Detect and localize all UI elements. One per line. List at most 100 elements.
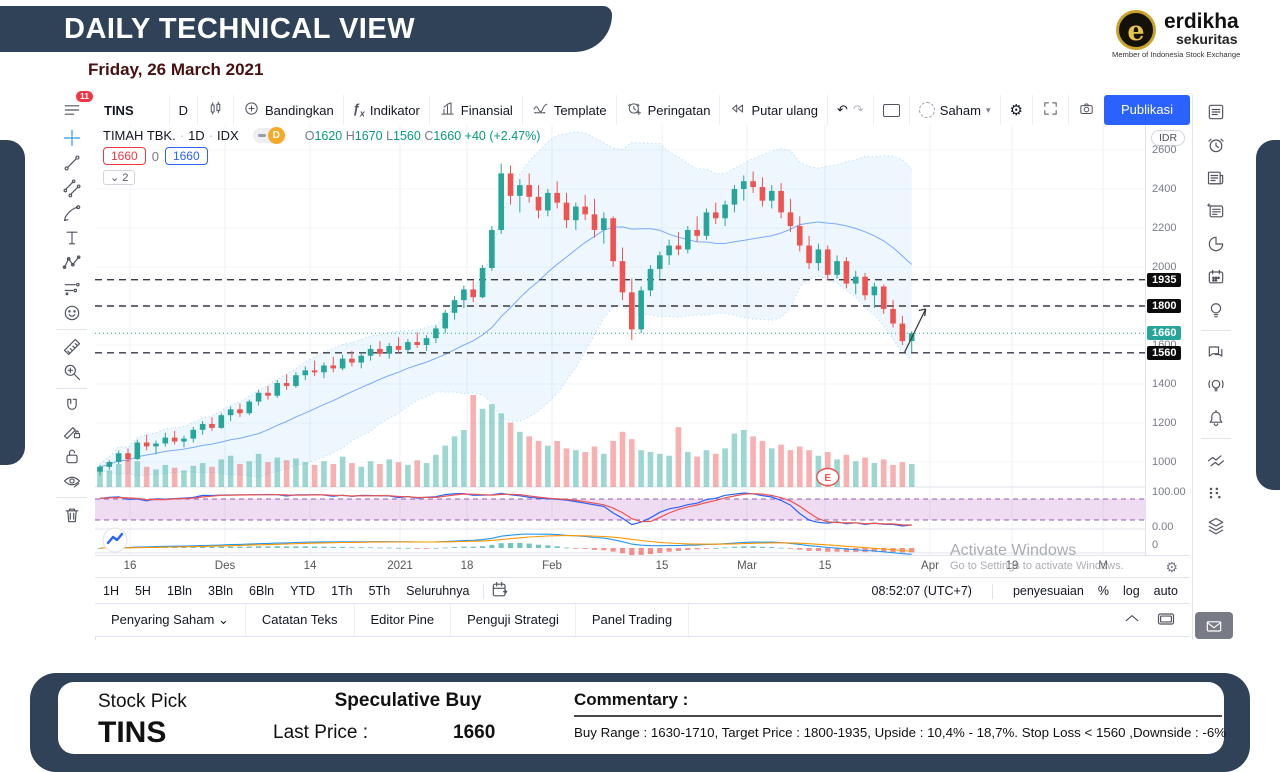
range-seluruhnya[interactable]: Seluruhnya: [406, 584, 470, 598]
donut-icon[interactable]: [1193, 227, 1239, 260]
indicator-button[interactable]: ƒx Indikator: [344, 95, 430, 125]
fullscreen-button[interactable]: [1033, 95, 1069, 125]
redo-icon[interactable]: ↷: [852, 102, 864, 117]
svg-text:E: E: [824, 473, 831, 484]
trash-icon[interactable]: [48, 502, 95, 527]
range-5h[interactable]: 5H: [134, 584, 151, 598]
notes-icon[interactable]: [1193, 194, 1239, 227]
option-log[interactable]: log: [1122, 584, 1140, 598]
clock[interactable]: 08:52:07 (UTC+7): [871, 584, 972, 598]
tab-panel-trading[interactable]: Panel Trading: [576, 604, 690, 636]
dots-icon[interactable]: [1193, 476, 1239, 509]
range-1th[interactable]: 1Th: [331, 584, 353, 598]
publish-button[interactable]: Publikasi: [1103, 95, 1190, 125]
divider: [56, 388, 87, 389]
forecast-icon[interactable]: [48, 275, 95, 300]
price-axis[interactable]: IDR 26002400220020001600140012001000100.…: [1145, 125, 1191, 555]
legend-symbol: TIMAH TBK.: [103, 128, 176, 143]
option-pct[interactable]: %: [1097, 584, 1109, 598]
time-label: Des: [214, 560, 236, 572]
range-1bln[interactable]: 1Bln: [166, 584, 192, 598]
alert-level-blue[interactable]: 1660: [164, 147, 208, 165]
divider: [1201, 438, 1231, 439]
chart-area[interactable]: E TIMAH TBK. · 1D · IDX D O1620 H1670 L1…: [95, 125, 1145, 572]
legend-sep: ·: [179, 128, 185, 143]
last-price-label: Last Price :: [273, 722, 369, 743]
alarm-icon[interactable]: [1193, 128, 1239, 161]
time-label: 16: [123, 560, 137, 572]
alert-button[interactable]: Peringatan: [617, 95, 721, 125]
stock-pick-panel: Stock Pick TINS Speculative Buy Last Pri…: [30, 673, 1250, 772]
tab-catatan-teks[interactable]: Catatan Teks: [246, 604, 355, 636]
chat-icon[interactable]: [1193, 335, 1239, 368]
magnet-icon[interactable]: [48, 393, 95, 418]
indicator-tick: 0: [1152, 539, 1159, 551]
compare-button[interactable]: Bandingkan: [234, 95, 344, 125]
lock-icon[interactable]: [48, 443, 95, 468]
currency-button[interactable]: IDR: [1151, 130, 1186, 146]
text-icon[interactable]: [48, 225, 95, 250]
legend-interval: 1D: [188, 128, 205, 143]
axis-settings-icon[interactable]: ⚙: [1165, 559, 1178, 575]
replay-button[interactable]: Putar ulang: [720, 95, 828, 125]
brand-subname: sekuritas: [1176, 31, 1238, 47]
strategy-toggle[interactable]: D: [252, 127, 285, 144]
go-to-date-icon[interactable]: [490, 580, 510, 603]
layers-icon[interactable]: [1193, 509, 1239, 542]
crosshair-icon[interactable]: [48, 125, 95, 150]
panel-expand-icon[interactable]: [1122, 609, 1142, 632]
bell-icon[interactable]: [1193, 401, 1239, 434]
ruler-icon[interactable]: [48, 334, 95, 359]
interval-button[interactable]: D: [170, 95, 198, 125]
price-tick: 1200: [1152, 417, 1177, 429]
indicator-tick: 100.00: [1152, 486, 1186, 498]
time-axis[interactable]: ⚙ 16 Des 14 2021 18 Feb 15 Mar 15 Apr 19 M: [95, 555, 1190, 578]
price-tick: 2600: [1152, 144, 1177, 156]
range-3bln[interactable]: 3Bln: [208, 584, 234, 598]
brush-icon[interactable]: [48, 200, 95, 225]
eye-icon[interactable]: [48, 468, 95, 493]
option-penyesuaian[interactable]: penyesuaian: [1012, 584, 1084, 598]
watchlist-icon[interactable]: [1193, 95, 1239, 128]
range-5th[interactable]: 5Th: [368, 584, 391, 598]
trend-icon[interactable]: [48, 150, 95, 175]
panel-layout-icon[interactable]: [1156, 609, 1176, 632]
left-decoration: [0, 140, 25, 465]
indicator-collapse-button[interactable]: ⌄ 2: [103, 170, 136, 185]
brand-logo: e erdikha sekuritas Member of Indonesia …: [1112, 8, 1266, 60]
pattern-icon[interactable]: [48, 250, 95, 275]
zoomin-icon[interactable]: [48, 359, 95, 384]
zigzag-icon[interactable]: [1193, 443, 1239, 476]
news-icon[interactable]: [1193, 161, 1239, 194]
range-6bln[interactable]: 6Bln: [249, 584, 275, 598]
template-button[interactable]: Template: [523, 95, 617, 125]
messages-button[interactable]: [1195, 612, 1233, 639]
undo-icon[interactable]: ↶: [836, 102, 848, 117]
symbol-button[interactable]: TINS: [95, 95, 170, 125]
snapshot-button[interactable]: [1069, 95, 1104, 125]
market-select[interactable]: Saham ▾: [910, 95, 1001, 125]
bulb-live-icon[interactable]: [1193, 368, 1239, 401]
tab-penguji-strategi[interactable]: Penguji Strategi: [451, 604, 576, 636]
draw-icon[interactable]: [48, 418, 95, 443]
chart-type-button[interactable]: [198, 95, 234, 125]
option-auto[interactable]: auto: [1153, 584, 1178, 598]
tab-penyaring-saham[interactable]: Penyaring Saham ⌄: [95, 604, 246, 636]
bulb-icon[interactable]: [1193, 293, 1239, 326]
settings-button[interactable]: ⚙: [1001, 95, 1033, 125]
financial-button[interactable]: Finansial: [430, 95, 523, 125]
tab-editor-pine[interactable]: Editor Pine: [355, 604, 452, 636]
price-flag-1660: 1660: [1147, 326, 1182, 341]
emoji-icon[interactable]: [48, 300, 95, 325]
range-1h[interactable]: 1H: [103, 584, 119, 598]
channel-icon[interactable]: [48, 175, 95, 200]
calendar-icon[interactable]: [1193, 260, 1239, 293]
divider: [1201, 330, 1231, 331]
undo-redo[interactable]: ↶ ↷: [828, 95, 874, 125]
divider: [56, 329, 87, 330]
range-ytd[interactable]: YTD: [290, 584, 316, 598]
commentary-text: Buy Range : 1630-1710, Target Price : 18…: [574, 725, 1227, 740]
layout-button[interactable]: [874, 95, 910, 125]
alert-level-red[interactable]: 1660: [103, 147, 146, 165]
menu-icon[interactable]: 11: [48, 91, 95, 125]
